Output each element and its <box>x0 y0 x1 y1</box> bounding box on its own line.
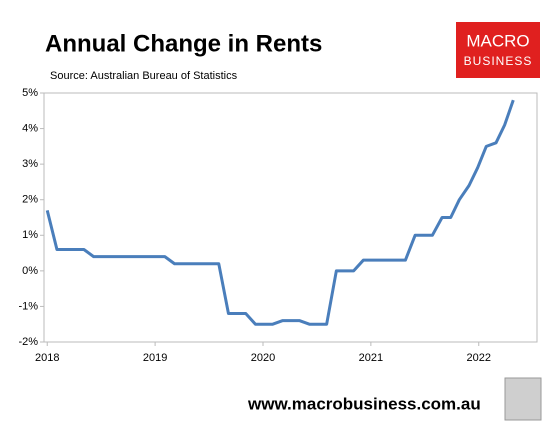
line-series <box>45 99 515 326</box>
x-tick-label: 2022 <box>467 352 491 364</box>
y-tick-label: 2% <box>22 194 38 206</box>
plot-frame <box>43 92 538 343</box>
y-tick-label: -2% <box>18 336 38 348</box>
logo-text: BUSINESS <box>464 54 533 68</box>
wolf-icon <box>504 377 542 421</box>
y-tick-label: 1% <box>22 229 38 241</box>
y-tick-label: 4% <box>22 122 38 134</box>
x-tick-label: 2019 <box>143 352 167 364</box>
y-tick-label: -1% <box>18 300 38 312</box>
y-tick-label: 3% <box>22 158 38 170</box>
x-tick-label: 2018 <box>35 352 59 364</box>
logo-box <box>456 22 540 78</box>
y-tick-label: 0% <box>22 265 38 277</box>
footer-url: www.macrobusiness.com.au <box>247 394 481 413</box>
x-tick-label: 2021 <box>359 352 383 364</box>
x-tick-label: 2020 <box>251 352 275 364</box>
y-tick-label: 5% <box>22 87 38 99</box>
logo-text: MACRO <box>466 31 529 50</box>
chart-subtitle: Source: Australian Bureau of Statistics <box>50 70 238 82</box>
chart-title: Annual Change in Rents <box>45 30 322 57</box>
